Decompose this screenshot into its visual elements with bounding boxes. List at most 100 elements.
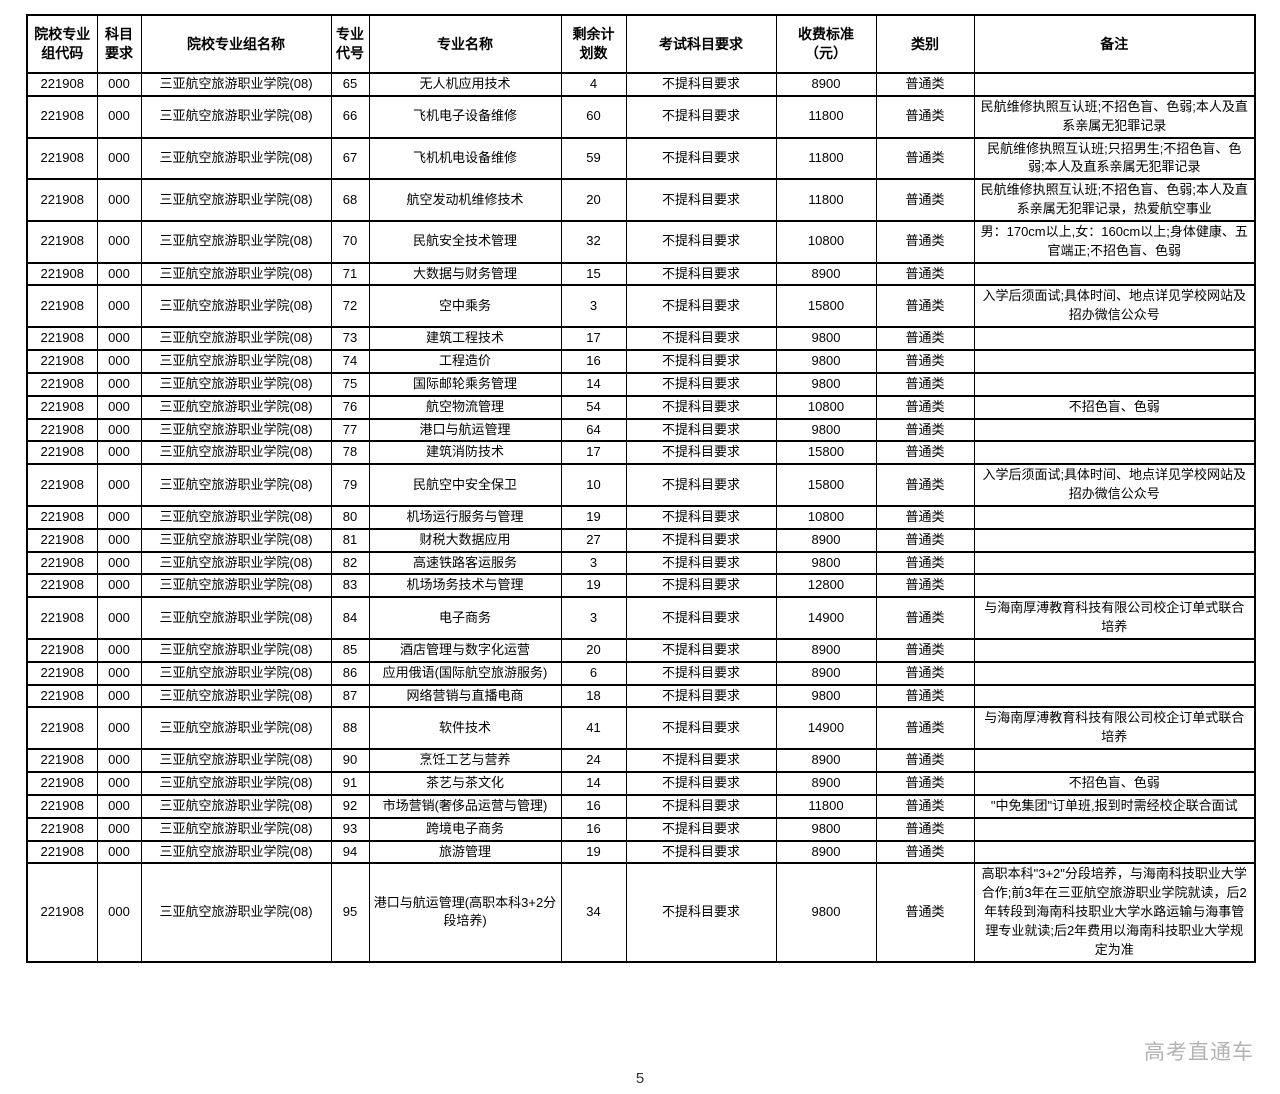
cell-fee: 10800 (775, 394, 877, 420)
cell-major-code: 90 (330, 748, 370, 773)
cell-remark (973, 440, 1256, 466)
cell-remark: 不招色盲、色弱 (973, 394, 1256, 420)
cell-group-name: 三亚航空旅游职业学院(08) (140, 219, 332, 264)
table-row: 221908 000 三亚航空旅游职业学院(08) 83 机场场务技术与管理 19 不提科目… (26, 573, 1256, 599)
cell-major-name: 无人机应用技术 (368, 72, 562, 97)
cell-group-name: 三亚航空旅游职业学院(08) (140, 72, 332, 97)
cell-fee: 11800 (775, 178, 877, 222)
cell-remaining-plan: 24 (560, 748, 627, 773)
cell-category: 普通类 (875, 219, 975, 264)
cell-fee: 8900 (775, 261, 877, 287)
cell-major-code: 78 (330, 440, 370, 466)
cell-major-code: 65 (330, 72, 370, 97)
cell-subject-req: 000 (96, 94, 142, 139)
cell-category: 普通类 (875, 178, 975, 222)
cell-group-code: 221908 (26, 706, 98, 751)
cell-subject-req: 000 (96, 793, 142, 819)
cell-remaining-plan: 27 (560, 527, 627, 553)
cell-exam-req: 不提科目要求 (625, 637, 777, 663)
cell-remark (973, 371, 1256, 397)
cell-major-code: 72 (330, 284, 370, 329)
cell-fee: 10800 (775, 219, 877, 264)
cell-fee: 9800 (775, 417, 877, 443)
cell-category: 普通类 (875, 261, 975, 287)
cell-category: 普通类 (875, 326, 975, 351)
cell-remaining-plan: 54 (560, 394, 627, 420)
cell-group-code: 221908 (26, 219, 98, 264)
cell-major-code: 83 (330, 573, 370, 599)
cell-subject-req: 000 (96, 284, 142, 329)
cell-exam-req: 不提科目要求 (625, 793, 777, 819)
cell-exam-req: 不提科目要求 (625, 261, 777, 287)
cell-major-code: 79 (330, 463, 370, 507)
cell-fee: 14900 (775, 706, 877, 751)
cell-major-code: 68 (330, 178, 370, 222)
cell-category: 普通类 (875, 839, 975, 865)
cell-remaining-plan: 20 (560, 637, 627, 663)
cell-subject-req: 000 (96, 862, 142, 963)
cell-exam-req: 不提科目要求 (625, 504, 777, 530)
cell-category: 普通类 (875, 573, 975, 599)
cell-major-name: 航空发动机维修技术 (368, 178, 562, 222)
table-row: 221908 000 三亚航空旅游职业学院(08) 70 民航安全技术管理 32 不提科目要… (26, 219, 1256, 264)
cell-subject-req: 000 (96, 596, 142, 640)
cell-remark: 高职本科"3+2"分段培养，与海南科技职业大学合作;前3年在三亚航空旅游职业学院… (973, 862, 1256, 963)
cell-remark (973, 550, 1256, 576)
cell-major-code: 66 (330, 94, 370, 139)
cell-major-code: 75 (330, 371, 370, 397)
cell-remark (973, 417, 1256, 443)
table-row: 221908 000 三亚航空旅游职业学院(08) 80 机场运行服务与管理 19 不提科目… (26, 504, 1256, 530)
cell-category: 普通类 (875, 417, 975, 443)
cell-remark: 入学后须面试;具体时间、地点详见学校网站及招办微信公众号 (973, 284, 1256, 329)
cell-major-code: 88 (330, 706, 370, 751)
cell-remaining-plan: 19 (560, 504, 627, 530)
cell-major-name: 港口与航运管理 (368, 417, 562, 443)
cell-remark: 民航维修执照互认班;不招色盲、色弱;本人及直系亲属无犯罪记录，热爱航空事业 (973, 178, 1256, 222)
cell-major-name: 市场营销(奢侈品运营与管理) (368, 793, 562, 819)
cell-fee: 8900 (775, 839, 877, 865)
cell-fee: 14900 (775, 596, 877, 640)
cell-remaining-plan: 3 (560, 284, 627, 329)
cell-category: 普通类 (875, 771, 975, 796)
table-row: 221908 000 三亚航空旅游职业学院(08) 82 高速铁路客运服务 3 不提科目要求… (26, 550, 1256, 576)
cell-major-name: 应用俄语(国际航空旅游服务) (368, 660, 562, 686)
table-row: 221908 000 三亚航空旅游职业学院(08) 85 酒店管理与数字化运营 20 不提科… (26, 637, 1256, 663)
cell-group-name: 三亚航空旅游职业学院(08) (140, 816, 332, 842)
table-row: 221908 000 三亚航空旅游职业学院(08) 92 市场营销(奢侈品运营与管理) 1… (26, 793, 1256, 819)
cell-group-code: 221908 (26, 637, 98, 663)
header-major-name: 专业名称 (368, 14, 562, 74)
cell-remark (973, 683, 1256, 709)
cell-group-code: 221908 (26, 261, 98, 287)
cell-category: 普通类 (875, 94, 975, 139)
cell-category: 普通类 (875, 596, 975, 640)
cell-remaining-plan: 20 (560, 178, 627, 222)
cell-exam-req: 不提科目要求 (625, 136, 777, 181)
table-row: 221908 000 三亚航空旅游职业学院(08) 78 建筑消防技术 17 不提科目要求 1… (26, 440, 1256, 466)
cell-exam-req: 不提科目要求 (625, 440, 777, 466)
cell-major-name: 跨境电子商务 (368, 816, 562, 842)
cell-remark (973, 348, 1256, 374)
cell-fee: 9800 (775, 862, 877, 963)
cell-group-code: 221908 (26, 463, 98, 507)
admission-plan-table: 院校专业 组代码 科目 要求 院校专业组名称 专业 代号 专业名称 剩余计 划数… (26, 14, 1256, 963)
cell-major-name: 软件技术 (368, 706, 562, 751)
cell-exam-req: 不提科目要求 (625, 394, 777, 420)
cell-exam-req: 不提科目要求 (625, 683, 777, 709)
table-row: 221908 000 三亚航空旅游职业学院(08) 87 网络营销与直播电商 18 不提科目… (26, 683, 1256, 709)
cell-fee: 12800 (775, 573, 877, 599)
cell-group-name: 三亚航空旅游职业学院(08) (140, 261, 332, 287)
header-group-name: 院校专业组名称 (140, 14, 332, 74)
cell-group-name: 三亚航空旅游职业学院(08) (140, 284, 332, 329)
cell-major-name: 航空物流管理 (368, 394, 562, 420)
cell-remark (973, 72, 1256, 97)
cell-category: 普通类 (875, 793, 975, 819)
table-row: 221908 000 三亚航空旅游职业学院(08) 95 港口与航运管理(高职本科3+2… (26, 862, 1256, 963)
cell-category: 普通类 (875, 862, 975, 963)
table-body: 221908 000 三亚航空旅游职业学院(08) 65 无人机应用技术 4 不提科目要求 8… (26, 72, 1256, 963)
cell-group-code: 221908 (26, 440, 98, 466)
cell-remaining-plan: 15 (560, 261, 627, 287)
cell-subject-req: 000 (96, 706, 142, 751)
header-row: 院校专业 组代码 科目 要求 院校专业组名称 专业 代号 专业名称 剩余计 划数… (26, 14, 1256, 74)
cell-major-code: 91 (330, 771, 370, 796)
cell-major-name: 建筑工程技术 (368, 326, 562, 351)
